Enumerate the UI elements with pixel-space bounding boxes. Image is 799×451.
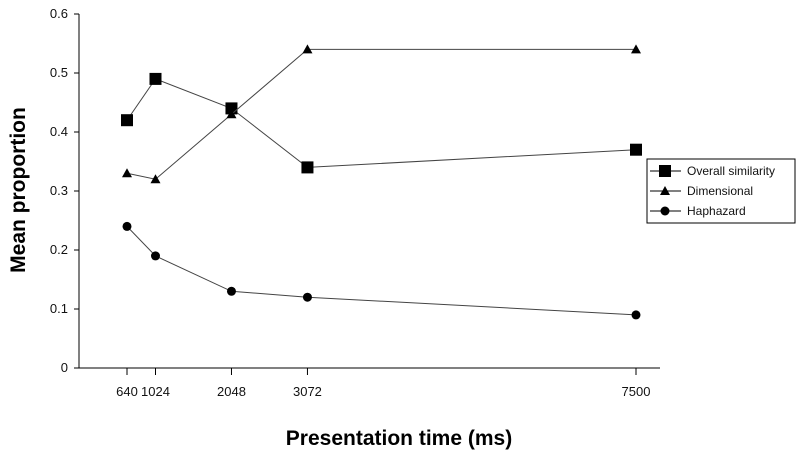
data-point-dimensional bbox=[122, 168, 132, 178]
legend-label: Haphazard bbox=[687, 204, 746, 218]
x-tick-label: 1024 bbox=[141, 384, 170, 399]
plot-area bbox=[121, 44, 642, 320]
legend-label: Overall similarity bbox=[687, 164, 775, 178]
data-point-overall-similarity bbox=[121, 114, 133, 127]
data-point-dimensional bbox=[631, 44, 641, 54]
series-line-haphazard bbox=[126, 226, 637, 316]
data-point-haphazard bbox=[302, 292, 312, 302]
data-point-haphazard bbox=[226, 286, 236, 296]
x-tick-label: 3072 bbox=[293, 384, 322, 399]
data-point-overall-similarity bbox=[630, 143, 642, 156]
legend-marker bbox=[659, 165, 671, 177]
legend-item-haphazard: Haphazard bbox=[650, 204, 746, 218]
legend: Overall similarity Dimensional Haphazard bbox=[646, 158, 796, 224]
series-dimensional bbox=[122, 44, 641, 184]
series-line-dimensional bbox=[126, 48, 636, 180]
series-line-overall-similarity bbox=[126, 78, 637, 168]
legend-label: Dimensional bbox=[687, 184, 753, 198]
x-tick-label: 7500 bbox=[622, 384, 651, 399]
y-tick-label: 0.2 bbox=[50, 242, 68, 257]
y-tick-label: 0.1 bbox=[50, 301, 68, 316]
legend-marker bbox=[660, 186, 670, 195]
legend-marker bbox=[660, 206, 670, 216]
data-point-haphazard bbox=[631, 310, 641, 320]
data-point-dimensional bbox=[302, 44, 313, 54]
y-axis-title: Mean proportion bbox=[7, 107, 30, 273]
series-overall-similarity bbox=[121, 72, 642, 174]
data-point-haphazard bbox=[150, 251, 160, 261]
data-point-overall-similarity bbox=[301, 161, 314, 174]
y-tick-label: 0.3 bbox=[50, 183, 68, 198]
x-axis-ticks: 640 1024 2048 3072 7500 bbox=[116, 368, 650, 399]
x-tick-label: 640 bbox=[116, 384, 138, 399]
y-tick-label: 0.4 bbox=[50, 124, 68, 139]
legend-item-dimensional: Dimensional bbox=[650, 184, 753, 198]
axes: 0 0.1 0.2 0.3 0.4 0.5 0.6 640 1024 2048 3072 7500 bbox=[50, 6, 660, 399]
y-tick-label: 0 bbox=[61, 360, 68, 375]
data-point-dimensional bbox=[150, 174, 161, 184]
y-axis-ticks: 0 0.1 0.2 0.3 0.4 0.5 0.6 bbox=[50, 6, 79, 375]
x-tick-label: 2048 bbox=[217, 384, 246, 399]
data-point-haphazard bbox=[122, 221, 132, 231]
y-tick-label: 0.5 bbox=[50, 65, 68, 80]
legend-item-overall-similarity: Overall similarity bbox=[650, 164, 775, 178]
data-point-dimensional bbox=[226, 109, 237, 119]
data-point-overall-similarity bbox=[149, 72, 162, 85]
x-axis-title: Presentation time (ms) bbox=[286, 427, 512, 450]
series-haphazard bbox=[122, 221, 641, 320]
y-tick-label: 0.6 bbox=[50, 6, 68, 21]
